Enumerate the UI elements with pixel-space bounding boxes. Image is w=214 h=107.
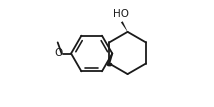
Text: HO: HO [113, 9, 129, 19]
Polygon shape [121, 21, 128, 32]
Text: O: O [54, 48, 63, 59]
